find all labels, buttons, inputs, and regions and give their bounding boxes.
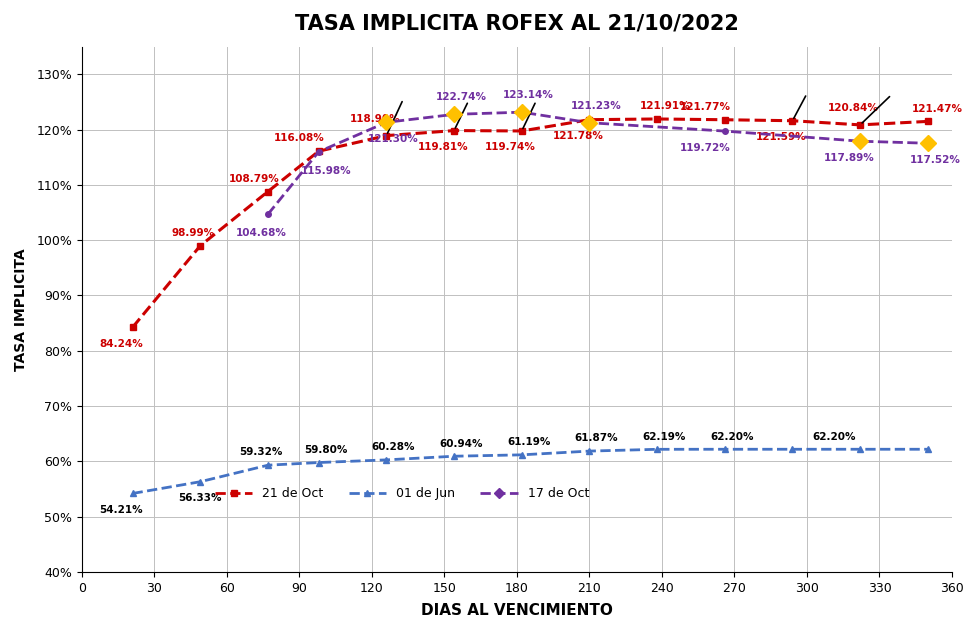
Title: TASA IMPLICITA ROFEX AL 21/10/2022: TASA IMPLICITA ROFEX AL 21/10/2022: [295, 14, 739, 34]
Text: 121.23%: 121.23%: [571, 101, 621, 111]
Text: 121.47%: 121.47%: [912, 104, 963, 114]
Text: 119.72%: 119.72%: [680, 143, 731, 152]
Text: 104.68%: 104.68%: [235, 229, 286, 238]
Text: 122.74%: 122.74%: [435, 92, 486, 102]
Legend: 21 de Oct, 01 de Jun, 17 de Oct: 21 de Oct, 01 de Jun, 17 de Oct: [210, 482, 594, 506]
Text: 60.94%: 60.94%: [439, 439, 483, 449]
Text: 117.52%: 117.52%: [909, 155, 960, 165]
Text: 62.20%: 62.20%: [710, 432, 754, 442]
Text: 121.59%: 121.59%: [756, 132, 807, 142]
Text: 117.89%: 117.89%: [823, 153, 874, 162]
Text: 121.91%: 121.91%: [640, 101, 691, 111]
Text: 121.77%: 121.77%: [680, 102, 731, 112]
Text: 98.99%: 98.99%: [172, 228, 215, 238]
Text: 54.21%: 54.21%: [100, 505, 143, 515]
Text: 60.28%: 60.28%: [371, 442, 416, 452]
Text: 62.20%: 62.20%: [812, 432, 856, 442]
Text: 116.08%: 116.08%: [273, 133, 324, 143]
Text: 121.78%: 121.78%: [553, 131, 604, 141]
X-axis label: DIAS AL VENCIMIENTO: DIAS AL VENCIMIENTO: [421, 603, 612, 618]
Text: 118.90%: 118.90%: [350, 114, 401, 124]
Text: 59.32%: 59.32%: [239, 447, 282, 458]
Text: 61.87%: 61.87%: [574, 434, 618, 444]
Text: 115.98%: 115.98%: [300, 166, 351, 176]
Text: 61.19%: 61.19%: [507, 437, 551, 447]
Text: 108.79%: 108.79%: [228, 174, 279, 184]
Text: 123.14%: 123.14%: [504, 90, 554, 100]
Text: 120.84%: 120.84%: [828, 103, 879, 113]
Text: 119.81%: 119.81%: [417, 142, 468, 152]
Text: 84.24%: 84.24%: [100, 339, 143, 349]
Text: 119.74%: 119.74%: [485, 142, 536, 152]
Text: 62.19%: 62.19%: [642, 432, 686, 442]
Text: 56.33%: 56.33%: [178, 493, 222, 503]
Y-axis label: TASA IMPLICITA: TASA IMPLICITA: [14, 248, 27, 370]
Text: 121.30%: 121.30%: [368, 134, 418, 144]
Text: 59.80%: 59.80%: [304, 445, 347, 455]
